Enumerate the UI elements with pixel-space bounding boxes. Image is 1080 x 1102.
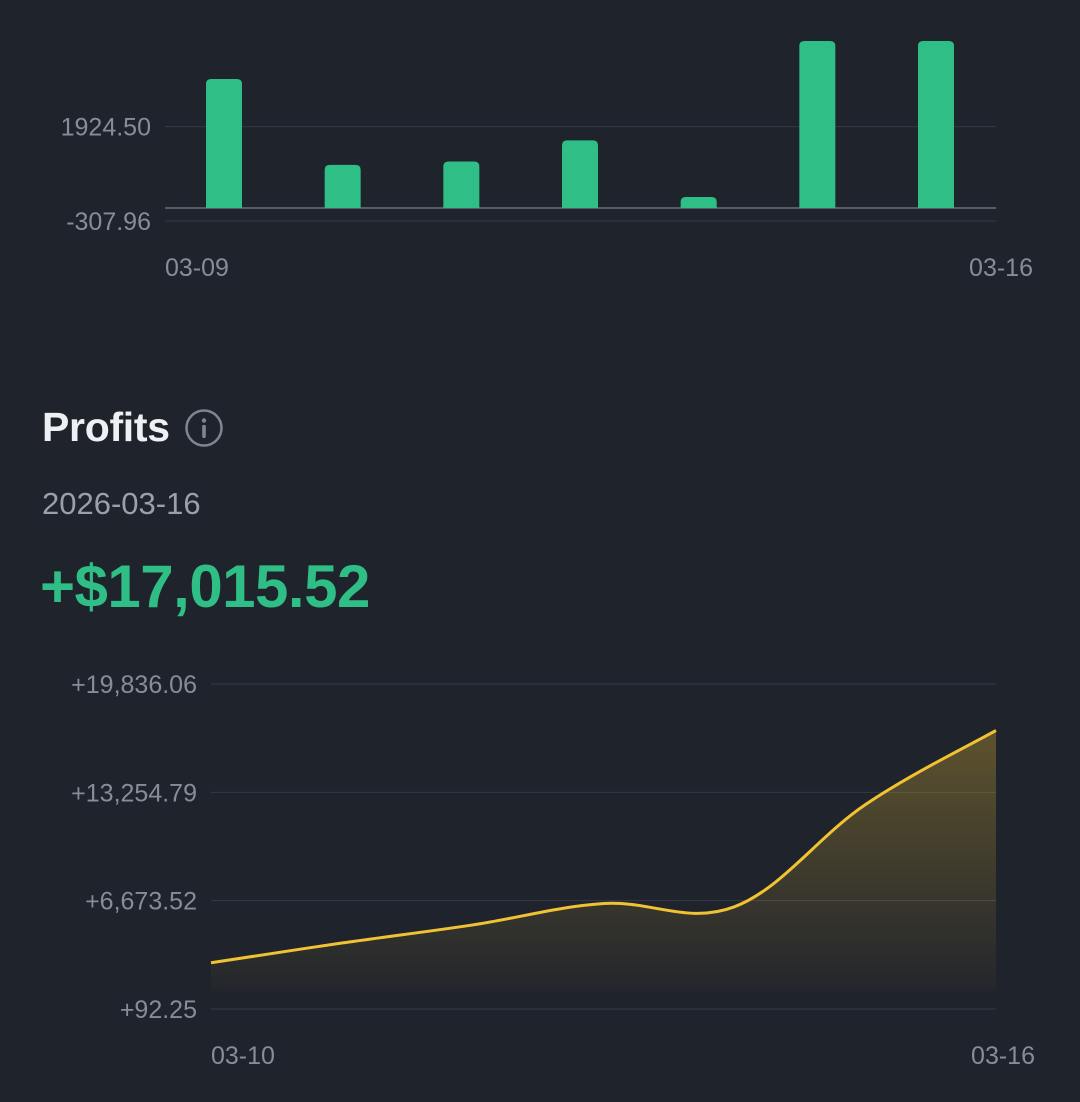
- bar-03-14: [799, 41, 836, 208]
- bar-03-10: [324, 164, 361, 208]
- cumulative-profit-chart: +19,836.06 +13,254.79 +6,673.52 +92.25 03-1…: [71, 671, 1035, 1070]
- daily-bar-chart: 1924.50 -307.96 03-09 03-16: [61, 41, 1033, 282]
- bar-y-tick-label: 1924.50: [61, 114, 151, 142]
- bar-y-tick-label: -307.96: [66, 208, 151, 236]
- profits-title: Profits: [42, 404, 170, 450]
- line-y-tick-label: +92.25: [120, 996, 197, 1024]
- line-x-tick-label: 03-10: [211, 1042, 275, 1070]
- bar-03-11: [443, 161, 480, 208]
- bar-03-15: [918, 41, 954, 208]
- bar-03-09: [206, 79, 242, 208]
- line-x-tick-label: 03-16: [971, 1042, 1035, 1070]
- bar-03-13: [680, 196, 717, 208]
- profit-area: [211, 730, 996, 991]
- line-y-tick-label: +13,254.79: [71, 779, 197, 807]
- profit-date: 2026-03-16: [42, 486, 201, 521]
- profit-line: [210, 729, 997, 965]
- bar-x-tick-label: 03-09: [165, 254, 229, 282]
- profit-amount: +$17,015.52: [40, 553, 370, 620]
- bar-03-12: [562, 140, 598, 208]
- line-y-tick-label: +6,673.52: [85, 888, 197, 916]
- profits-header: Profits: [42, 404, 224, 451]
- bar-x-tick-label: 03-16: [969, 254, 1033, 282]
- line-y-tick-label: +19,836.06: [71, 671, 197, 699]
- info-icon[interactable]: [184, 408, 224, 448]
